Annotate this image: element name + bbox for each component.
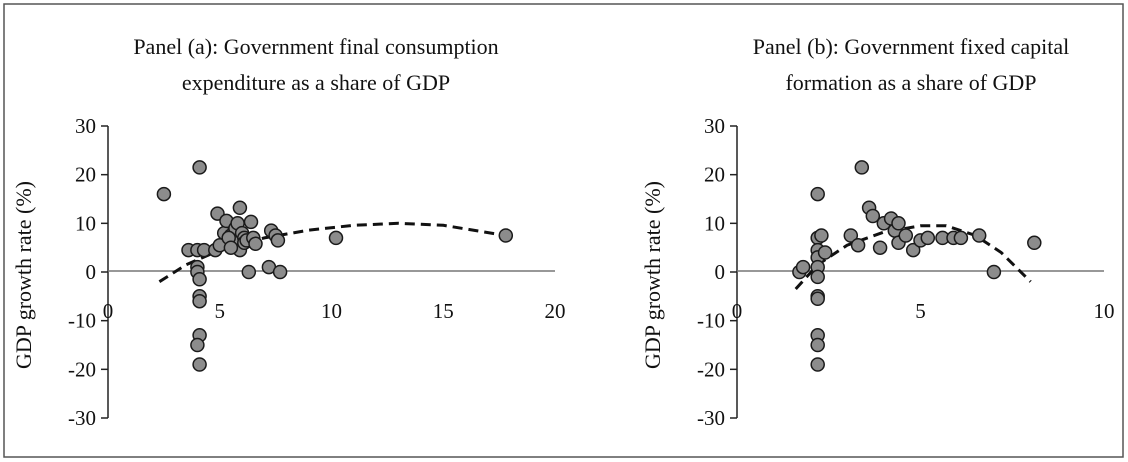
panel-b-y-axis-label: GDP growth rate (%) [640, 181, 665, 369]
panel-b-data-point [810, 269, 825, 285]
panel-a-data-point [328, 230, 344, 246]
panel-a-data-point [241, 264, 257, 280]
panel-b-title-line1: Panel (b): Government fixed capital [753, 34, 1069, 59]
panel-a-y-tick-label: 20 [75, 163, 96, 187]
panel-b-data-point [843, 228, 859, 243]
panel-b-data-point [814, 228, 829, 243]
panel-b-y-tick-label: -10 [697, 309, 725, 333]
panel-b-data-point [810, 291, 825, 307]
panel-a-x-tick-label: 0 [103, 299, 114, 323]
panel-b-points [792, 160, 1042, 372]
panel-a-data-point [270, 233, 286, 248]
panel-b-data-point [795, 259, 811, 275]
panel-a-trend-line [158, 221, 507, 283]
panel-a-data-point [243, 214, 259, 230]
panel-b-data-point [817, 245, 833, 260]
panel-a-y-tick-label: -20 [68, 357, 96, 381]
panel-a-y-tick-label: 30 [75, 114, 96, 138]
panel-a-data-point [232, 200, 248, 216]
panel-b-y-tick-label: -30 [697, 406, 725, 430]
panel-b-data-point [810, 357, 825, 372]
panel-b-data-point [865, 208, 881, 224]
panel-a-title-line1: Panel (a): Government final consumption [133, 34, 498, 59]
panel-a-x-tick-label: 5 [215, 299, 226, 323]
panel-b-data-point [810, 186, 825, 202]
panel-a-x-tick-label: 10 [321, 299, 342, 323]
panel-b-x-tick-label: 0 [732, 299, 743, 323]
panel-a-data-point [192, 357, 207, 372]
panel-b-data-point [898, 228, 914, 243]
panel-a-y-tick-label: -10 [68, 309, 96, 333]
panel-a-data-point [223, 240, 239, 255]
panel-a-y-axis-label: GDP growth rate (%) [11, 181, 36, 369]
panel-b-y-tick-label: 20 [704, 163, 725, 187]
panel-a-data-point [192, 293, 207, 309]
panel-a-y-tick-label: -30 [68, 406, 96, 430]
panel-b-x-tick-label: 10 [1094, 299, 1115, 323]
panel-a-data-point [192, 160, 207, 175]
panel-b-data-point [920, 230, 936, 246]
panel-b-y-tick-label: 30 [704, 114, 725, 138]
panel-b-data-point [810, 337, 825, 353]
panel-a-y-tick-label: 0 [86, 260, 97, 284]
panel-b-data-point [986, 264, 1002, 280]
panel-a-points [156, 160, 514, 372]
panel-b-data-point [905, 242, 921, 258]
panel-a-x-tick-label: 15 [433, 299, 454, 323]
panel-b-y-tick-label: -20 [697, 357, 725, 381]
panel-a-y-tick-label: 10 [75, 211, 96, 235]
panel-b-data-point [971, 228, 987, 243]
panel-a-x-tick-label: 20 [545, 299, 566, 323]
panel-b-y-ticks: 30 20 10 0 -10 -20 -30 [697, 114, 737, 430]
panel-b-x-tick-label: 5 [915, 299, 926, 323]
panel-b-title-line2: formation as a share of GDP [785, 70, 1036, 95]
panel-a-y-ticks: 30 20 10 0 -10 -20 -30 [68, 114, 108, 430]
panel-a: Panel (a): Government final consumption … [11, 34, 566, 430]
panel-b-data-point [1027, 235, 1042, 251]
panel-a-data-point [272, 264, 288, 280]
panel-a-data-point [498, 228, 514, 243]
panel-a-title-line2: expenditure as a share of GDP [182, 70, 450, 95]
panel-b-data-point [891, 216, 906, 231]
panel-b: Panel (b): Government fixed capital form… [640, 34, 1115, 430]
panel-b-data-point [850, 237, 866, 253]
panel-a-data-point [156, 186, 172, 202]
panel-a-data-point [192, 272, 207, 287]
panel-b-data-point [953, 230, 969, 246]
panel-b-y-tick-label: 10 [704, 211, 725, 235]
panel-a-data-point [248, 236, 263, 252]
panel-b-data-point [854, 160, 870, 175]
panel-b-x-ticks: 0 5 10 [732, 299, 1115, 323]
figure-border [3, 3, 1124, 458]
panel-b-trend-line [794, 224, 1032, 291]
panel-b-y-tick-label: 0 [715, 260, 726, 284]
panel-b-data-point [872, 240, 888, 255]
panel-a-data-point [190, 337, 205, 353]
panel-a-x-ticks: 0 5 10 15 20 [103, 299, 566, 323]
